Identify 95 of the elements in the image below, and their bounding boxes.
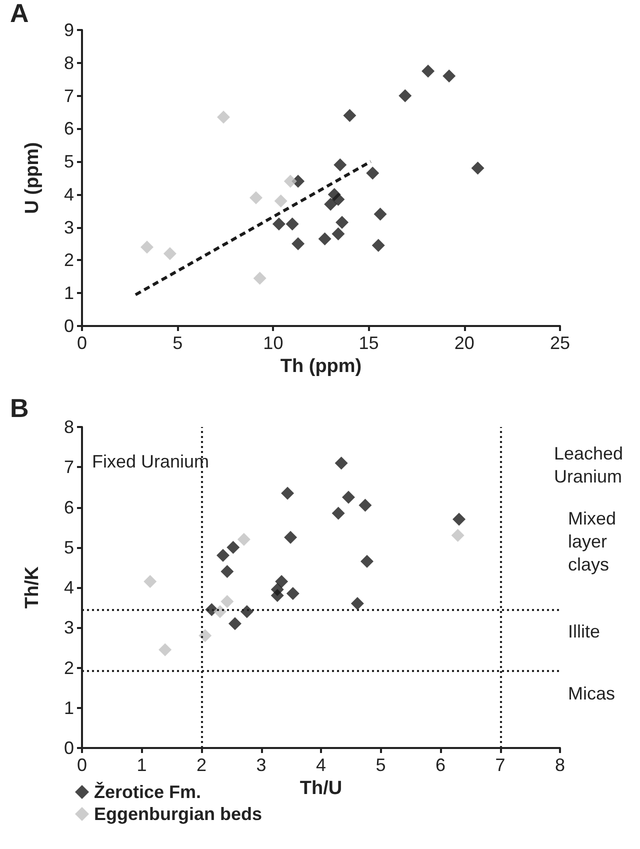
point bbox=[350, 597, 364, 610]
y-tick-label: 2 bbox=[64, 658, 74, 678]
point bbox=[422, 64, 435, 78]
point bbox=[281, 486, 294, 500]
y-axis-title: Th/K bbox=[22, 566, 43, 609]
x-tick-label: 4 bbox=[316, 755, 326, 775]
point bbox=[158, 643, 172, 656]
y-tick-label: 6 bbox=[64, 497, 74, 518]
y-tick-label: 2 bbox=[64, 250, 74, 270]
point bbox=[358, 498, 372, 512]
point bbox=[318, 232, 332, 246]
point bbox=[240, 605, 254, 618]
point bbox=[366, 166, 380, 180]
x-tick-label: 10 bbox=[263, 333, 284, 353]
point bbox=[334, 456, 348, 470]
y-tick-label: 3 bbox=[64, 618, 74, 638]
y-tick-label: 0 bbox=[64, 316, 74, 336]
y-tick-label: 4 bbox=[64, 184, 74, 204]
point bbox=[284, 174, 297, 188]
x-tick-label: 1 bbox=[136, 755, 147, 775]
point bbox=[198, 629, 212, 642]
text: Illite bbox=[568, 622, 600, 642]
annotation: Leached Uranium bbox=[554, 444, 628, 486]
y-tick-label: 8 bbox=[64, 417, 74, 437]
text: Micas bbox=[568, 684, 616, 704]
chart-title: B bbox=[10, 393, 29, 423]
legend-label: Žerotice Fm. bbox=[94, 781, 202, 802]
point bbox=[220, 595, 234, 608]
point bbox=[140, 240, 154, 254]
point bbox=[274, 194, 288, 208]
x-tick-label: 15 bbox=[358, 333, 379, 353]
x-tick-label: 2 bbox=[196, 755, 207, 775]
y-tick-label: 4 bbox=[64, 578, 74, 598]
point bbox=[272, 218, 286, 231]
x-tick-label: 3 bbox=[256, 755, 266, 775]
point bbox=[270, 589, 284, 602]
y-tick-label: 5 bbox=[64, 537, 74, 558]
x-axis-title: Th/U bbox=[300, 778, 342, 799]
legend-label: Eggenburgian beds bbox=[94, 804, 262, 824]
point bbox=[342, 490, 355, 504]
point bbox=[286, 587, 300, 600]
point bbox=[332, 227, 345, 240]
x-tick-label: 5 bbox=[172, 333, 183, 353]
x-tick-label: 8 bbox=[554, 755, 566, 775]
chart-title: A bbox=[10, 0, 29, 28]
point bbox=[374, 208, 387, 221]
point bbox=[214, 605, 227, 618]
y-tick-label: 5 bbox=[64, 152, 74, 172]
point bbox=[372, 238, 385, 252]
point bbox=[249, 191, 262, 204]
point bbox=[451, 528, 464, 542]
point bbox=[286, 218, 299, 231]
point bbox=[144, 574, 157, 588]
point bbox=[163, 247, 176, 260]
point bbox=[284, 530, 298, 544]
x-axis-title: Th (ppm) bbox=[280, 356, 362, 377]
x-tick-label: 0 bbox=[76, 333, 88, 353]
point bbox=[324, 198, 338, 211]
point bbox=[398, 89, 412, 102]
y-tick-label: 6 bbox=[64, 118, 74, 139]
point bbox=[360, 554, 374, 568]
annotation: Fixed Uranium bbox=[92, 452, 210, 472]
y-tick-label: 1 bbox=[64, 283, 74, 304]
x-tick-label: 20 bbox=[454, 333, 474, 353]
y-tick-label: 1 bbox=[64, 698, 74, 718]
x-tick-label: 5 bbox=[376, 755, 386, 775]
point bbox=[220, 564, 234, 578]
point bbox=[471, 162, 484, 175]
point bbox=[343, 109, 356, 122]
point bbox=[253, 272, 266, 285]
x-tick-label: 0 bbox=[76, 755, 88, 775]
point bbox=[226, 540, 240, 554]
x-tick-label: 25 bbox=[550, 333, 570, 353]
point bbox=[237, 532, 250, 546]
y-tick-label: 8 bbox=[64, 52, 74, 73]
point bbox=[332, 506, 345, 520]
point bbox=[275, 574, 288, 588]
y-tick-label: 7 bbox=[64, 457, 74, 478]
point bbox=[334, 158, 347, 172]
x-tick-label: 7 bbox=[495, 755, 506, 775]
point bbox=[332, 192, 345, 206]
point bbox=[216, 548, 230, 562]
y-tick-label: 3 bbox=[64, 217, 74, 238]
point bbox=[442, 70, 456, 83]
point bbox=[228, 617, 242, 630]
text: Mixed layer clays bbox=[568, 508, 622, 574]
point bbox=[216, 110, 230, 124]
y-tick-label: 7 bbox=[64, 86, 74, 106]
point bbox=[452, 512, 466, 526]
x-tick-label: 6 bbox=[435, 755, 446, 775]
y-axis-title: U (ppm) bbox=[22, 142, 43, 214]
point bbox=[292, 237, 305, 250]
y-tick-label: 0 bbox=[64, 738, 74, 758]
point bbox=[336, 216, 349, 229]
y-tick-label: 9 bbox=[64, 20, 74, 40]
